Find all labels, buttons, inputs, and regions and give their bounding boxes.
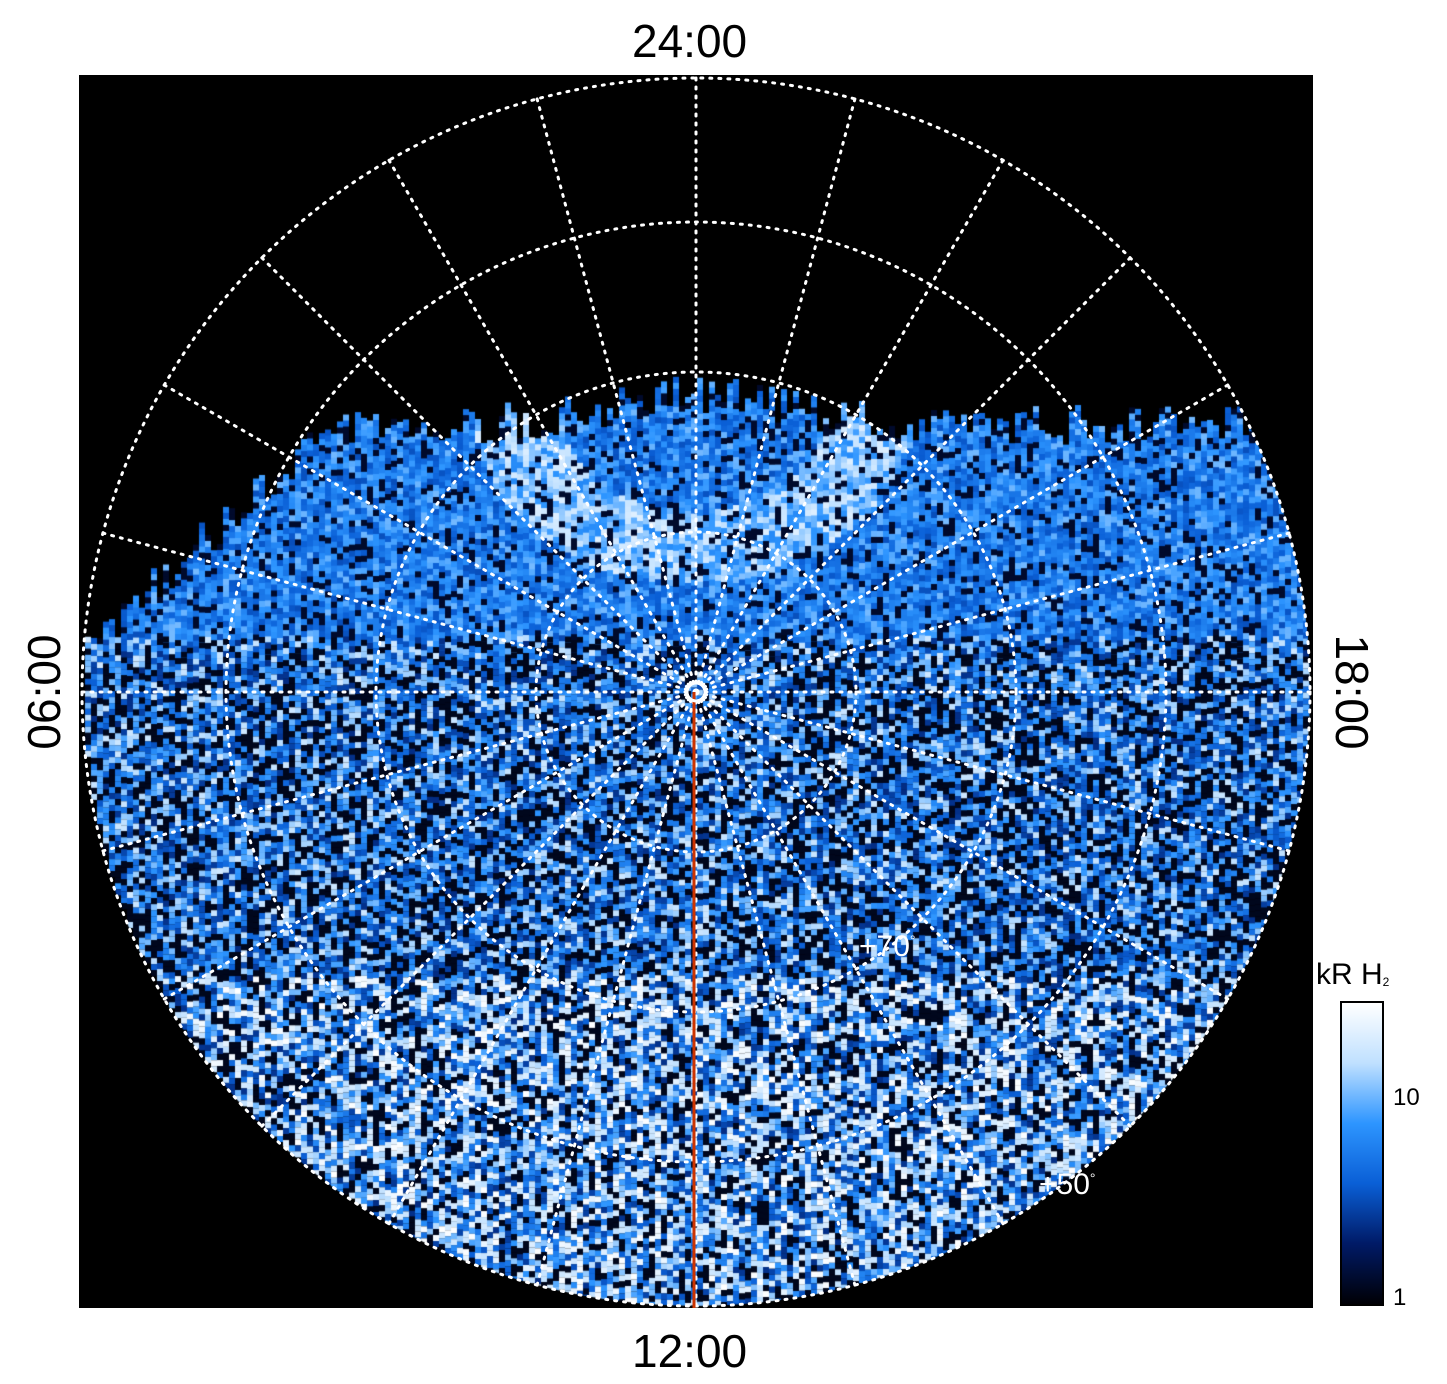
meridian-line — [694, 690, 1132, 1128]
meridian-line — [101, 531, 698, 694]
meridian-line — [694, 531, 1291, 694]
meridian-line — [387, 690, 698, 1226]
meridian-line — [694, 690, 1291, 853]
latitude-circle-70 — [534, 530, 858, 854]
colorbar-title: kR H2 — [1316, 958, 1390, 991]
polar-auroral-map — [79, 75, 1313, 1308]
colorbar-tick-10: 10 — [1393, 1084, 1420, 1111]
meridian-line — [535, 690, 698, 1287]
meridian-line — [101, 690, 698, 853]
latitude-circle-60 — [374, 370, 1018, 1014]
colorbar-tick-1: 1 — [1393, 1284, 1407, 1311]
local-time-label-24: 24:00 — [632, 15, 748, 67]
meridian-line — [535, 97, 698, 694]
meridian-line — [162, 690, 698, 1001]
latitude-label-70: +70° — [859, 930, 916, 963]
meridian-line — [694, 158, 1005, 694]
meridian-line — [260, 690, 698, 1128]
meridian-line — [694, 97, 857, 694]
meridian-line — [162, 383, 698, 694]
meridian-line — [694, 256, 1132, 694]
meridian-line — [387, 158, 698, 694]
meridian-line — [694, 690, 857, 1287]
polar-plot-area: +70° +50° — [79, 75, 1313, 1308]
local-time-label-18: 18:00 — [1326, 634, 1378, 750]
local-time-label-12: 12:00 — [632, 1325, 748, 1377]
meridian-line — [694, 690, 1230, 1001]
meridian-line — [260, 256, 698, 694]
local-time-label-06: 06:00 — [18, 634, 70, 750]
pole-marker — [685, 681, 707, 703]
meridian-line — [694, 690, 1005, 1226]
latitude-label-50: +50° — [1039, 1168, 1096, 1201]
meridian-line — [694, 383, 1230, 694]
colorbar — [1340, 1001, 1384, 1306]
